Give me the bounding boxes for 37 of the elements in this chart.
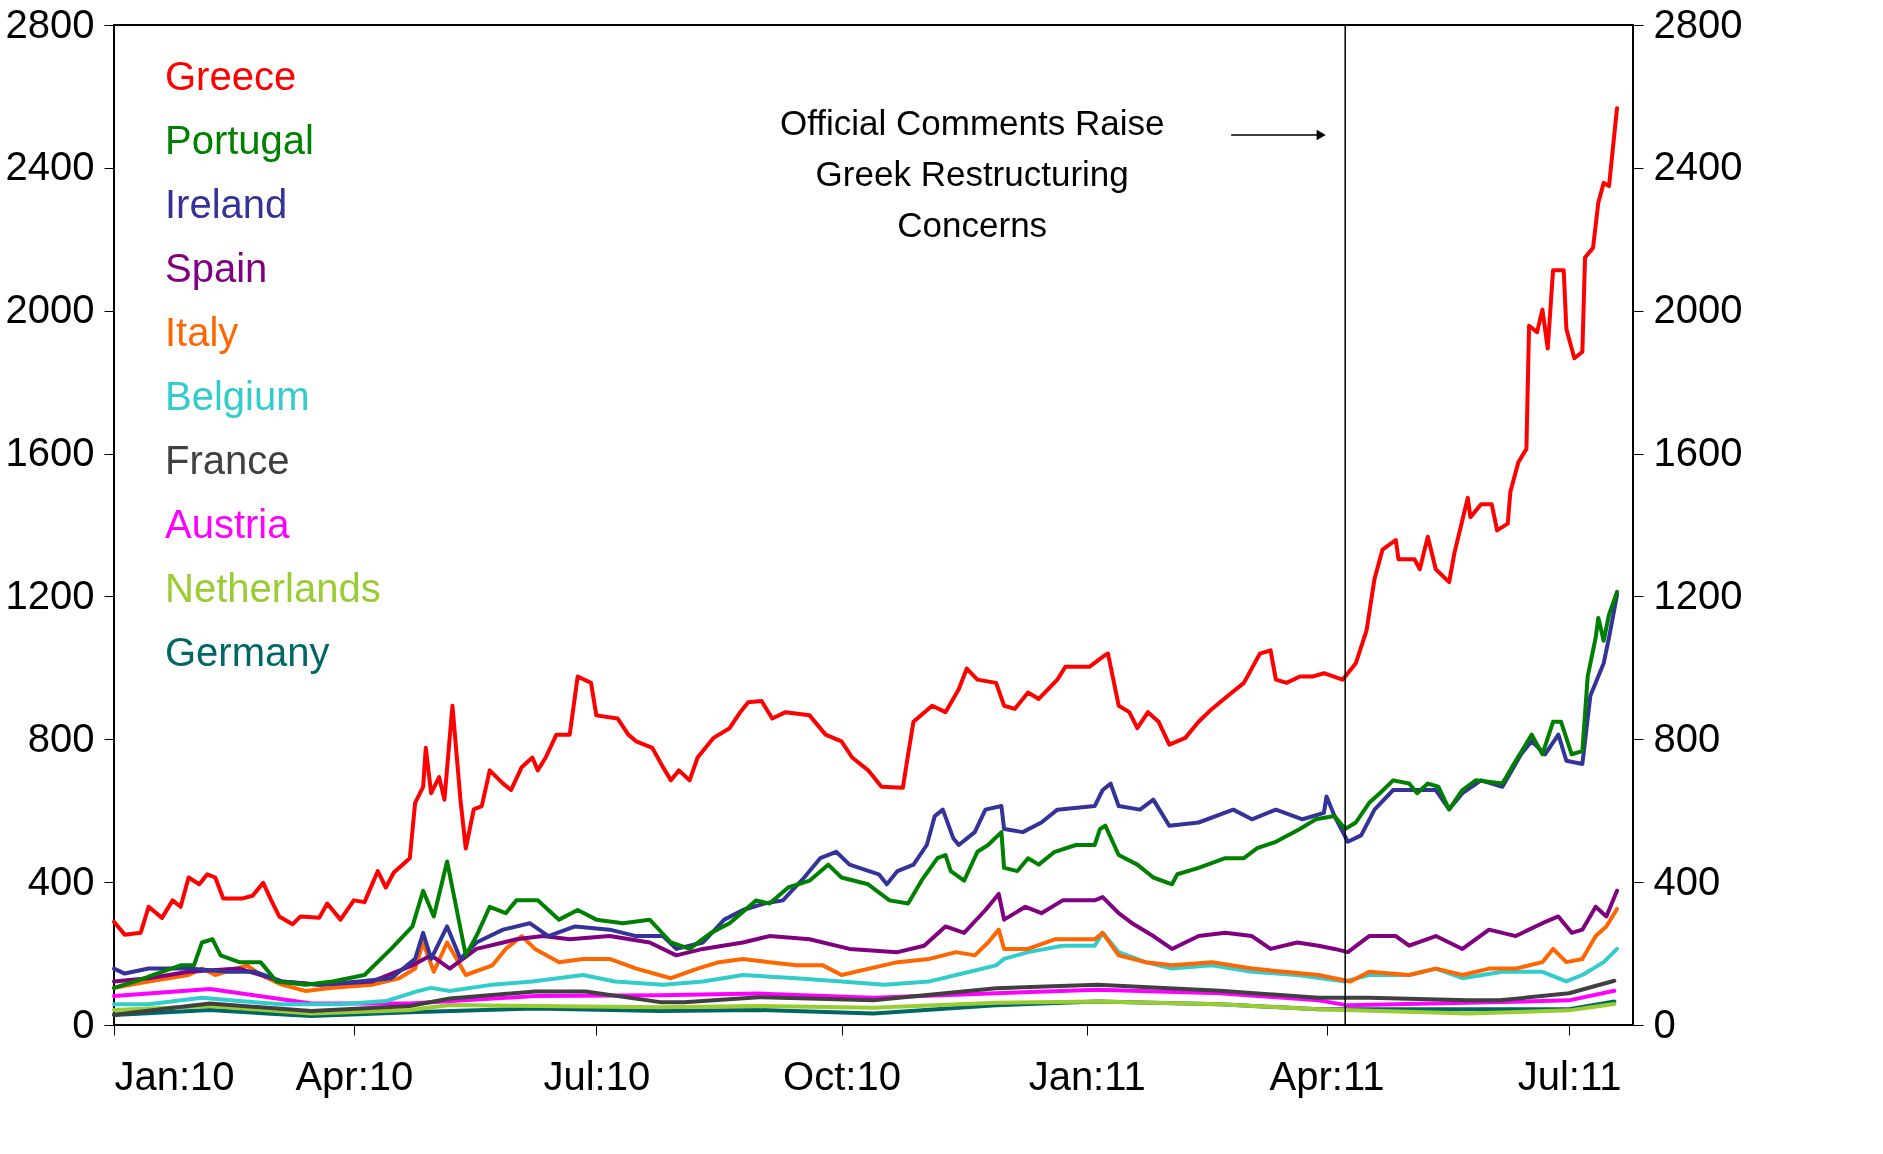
y2-tick-label: 0 bbox=[1653, 1001, 1676, 1046]
text: Austria bbox=[165, 502, 291, 546]
y2-tick-label: 800 bbox=[1653, 715, 1721, 760]
y-tick-label: 1200 bbox=[5, 572, 95, 617]
y-tick-label: 0 bbox=[72, 1001, 95, 1046]
line-series bbox=[112, 906, 1620, 994]
y-tick-label: 2000 bbox=[5, 287, 95, 332]
x-tick-label: Jul:10 bbox=[543, 1053, 651, 1098]
text: Belgium bbox=[165, 374, 310, 418]
text: Ireland bbox=[165, 182, 288, 226]
text: Italy bbox=[165, 310, 239, 354]
text: Spain bbox=[165, 246, 268, 290]
y-tick-label: 800 bbox=[27, 715, 95, 760]
x-tick-label: Apr:10 bbox=[295, 1053, 414, 1098]
x-tick-label: Jan:11 bbox=[1028, 1053, 1146, 1098]
line-series bbox=[112, 978, 1617, 1017]
text: France bbox=[165, 438, 290, 482]
y2-tick-label: 1200 bbox=[1653, 572, 1743, 617]
y2-tick-label: 2000 bbox=[1653, 287, 1743, 332]
y-tick-label: 2800 bbox=[5, 1, 95, 46]
y2-tick-label: 2800 bbox=[1653, 1, 1743, 46]
ref-line-label: Official Comments Raise Greek Restructuring Concerns bbox=[779, 103, 1165, 244]
x-tick-label: Jan:10 bbox=[114, 1053, 235, 1098]
y-tick-label: 1600 bbox=[5, 430, 95, 475]
text: Netherlands bbox=[165, 566, 381, 610]
x-tick-label: Oct:10 bbox=[783, 1053, 901, 1098]
y-tick-label: 2400 bbox=[5, 144, 95, 189]
x-tick-label: Jul:11 bbox=[1517, 1053, 1622, 1098]
text: Germany bbox=[165, 630, 330, 674]
y-tick-label: 400 bbox=[27, 858, 95, 903]
text: Portugal bbox=[165, 118, 314, 162]
y2-tick-label: 2400 bbox=[1653, 144, 1743, 189]
x-tick-label: Apr:11 bbox=[1269, 1053, 1385, 1098]
line-series bbox=[112, 106, 1620, 937]
text: Greece bbox=[165, 54, 297, 98]
y2-tick-label: 1600 bbox=[1653, 430, 1743, 475]
y2-tick-label: 400 bbox=[1653, 858, 1721, 903]
